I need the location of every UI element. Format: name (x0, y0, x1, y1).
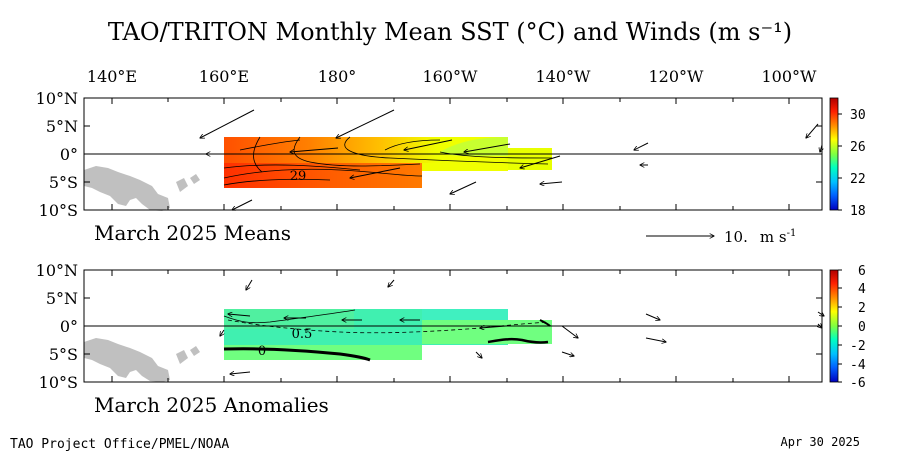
colorbar-tick-label: 6 (858, 264, 866, 279)
figure-title: TAO/TRITON Monthly Mean SST (°C) and Win… (108, 18, 792, 46)
wind-arrow (817, 312, 824, 316)
wind-arrow (540, 182, 563, 184)
lon-tick-label: 160°E (199, 67, 249, 86)
colorbar-tick-label: 22 (850, 172, 866, 187)
lat-tick-label: 5°N (46, 289, 78, 308)
sst-field (508, 148, 552, 170)
wind-arrow (520, 155, 561, 168)
colorbar-tick-label: -6 (850, 376, 866, 391)
wind-vectors (200, 109, 822, 210)
anomaly-contours (223, 309, 551, 362)
wind-arrow (246, 279, 253, 290)
wind-arrow (475, 351, 482, 358)
wind-arrow (645, 313, 660, 320)
lat-tick-label: 5°S (49, 173, 78, 192)
lat-tick-label: 10°N (36, 261, 78, 280)
colorbar-tick-label: -4 (850, 358, 866, 373)
contour-label: 0.5 (292, 327, 313, 342)
sst-field (422, 163, 508, 171)
footer-date: Apr 30 2025 (781, 435, 860, 449)
land-shape (176, 350, 188, 364)
means-colorbar-ticks (838, 113, 842, 211)
anomalies-lat-labels: 10°N 5°N 0° 5°S 10°S (36, 261, 78, 392)
means-ticks (84, 98, 822, 210)
anomaly-field (422, 309, 508, 320)
wind-arrow (290, 147, 339, 152)
contour-label: 0 (258, 344, 266, 359)
colorbar-tick-label: -2 (850, 339, 866, 354)
lat-tick-label: 10°S (39, 201, 78, 220)
wind-arrow (404, 139, 453, 150)
colorbar-tick-label: 4 (858, 282, 866, 297)
lon-tick-label: 120°W (649, 67, 705, 86)
wind-arrow (480, 326, 507, 328)
wind-arrow (200, 109, 255, 138)
lon-tick-label: 140°W (536, 67, 592, 86)
wind-arrow (228, 314, 251, 316)
land-shape (84, 338, 170, 382)
wind-arrow (350, 167, 401, 178)
wind-arrow (450, 181, 477, 194)
wind-scale-label: 10. m s-1 (724, 228, 796, 246)
sst-contours (223, 136, 553, 186)
lon-tick-label: 160°W (423, 67, 479, 86)
means-panel: 29 (36, 89, 866, 246)
land-shape (190, 174, 200, 184)
lon-tick-label: 100°W (762, 67, 818, 86)
anomalies-colorbar (829, 269, 839, 383)
lat-tick-label: 5°N (46, 117, 78, 136)
lat-tick-label: 0° (60, 145, 78, 164)
lon-tick-label: 140°E (87, 67, 137, 86)
wind-arrow (230, 372, 251, 374)
anomaly-field (422, 320, 552, 344)
anomalies-ticks (84, 270, 822, 382)
wind-arrow (561, 351, 574, 356)
means-panel-label: March 2025 Means (94, 221, 291, 245)
footer-credit: TAO Project Office/PMEL/NOAA (10, 437, 229, 452)
anomalies-colorbar-ticks (838, 269, 842, 383)
lat-tick-label: 5°S (49, 345, 78, 364)
anomalies-colorbar-labels: 6 4 2 0 -2 -4 -6 (850, 264, 866, 391)
means-colorbar (829, 97, 839, 211)
wind-arrow (645, 337, 666, 342)
longitude-tick-labels: 140°E 160°E 180° 160°W 140°W 120°W 100°W (87, 67, 817, 86)
contour-label: 29 (290, 169, 307, 184)
sst-field (440, 137, 508, 156)
lat-tick-label: 10°S (39, 373, 78, 392)
anomaly-wind-vectors (220, 279, 824, 374)
land-shape (84, 166, 170, 211)
land-shape (190, 346, 200, 356)
wind-arrow (220, 329, 224, 336)
lat-tick-label: 10°N (36, 89, 78, 108)
wind-arrow (388, 279, 395, 287)
colorbar-tick-label: 2 (858, 301, 866, 316)
land-shape (176, 178, 188, 192)
colorbar-tick-label: 30 (850, 108, 866, 123)
anomaly-field (224, 309, 354, 329)
colorbar-tick-label: 26 (850, 140, 866, 155)
lon-tick-label: 180° (318, 67, 357, 86)
wind-arrow (464, 143, 511, 152)
anomalies-panel: 0.5 0 (36, 261, 866, 417)
wind-arrow (232, 199, 253, 210)
wind-arrow (634, 142, 649, 150)
colorbar-tick-label: 0 (858, 320, 866, 335)
means-colorbar-labels: 30 26 22 18 (850, 108, 866, 219)
colorbar-tick-label: 18 (850, 204, 866, 219)
anomalies-panel-label: March 2025 Anomalies (94, 393, 329, 417)
lat-tick-label: 0° (60, 317, 78, 336)
wind-arrow (336, 109, 395, 138)
wind-arrow (561, 325, 578, 338)
means-lat-labels: 10°N 5°N 0° 5°S 10°S (36, 89, 78, 220)
